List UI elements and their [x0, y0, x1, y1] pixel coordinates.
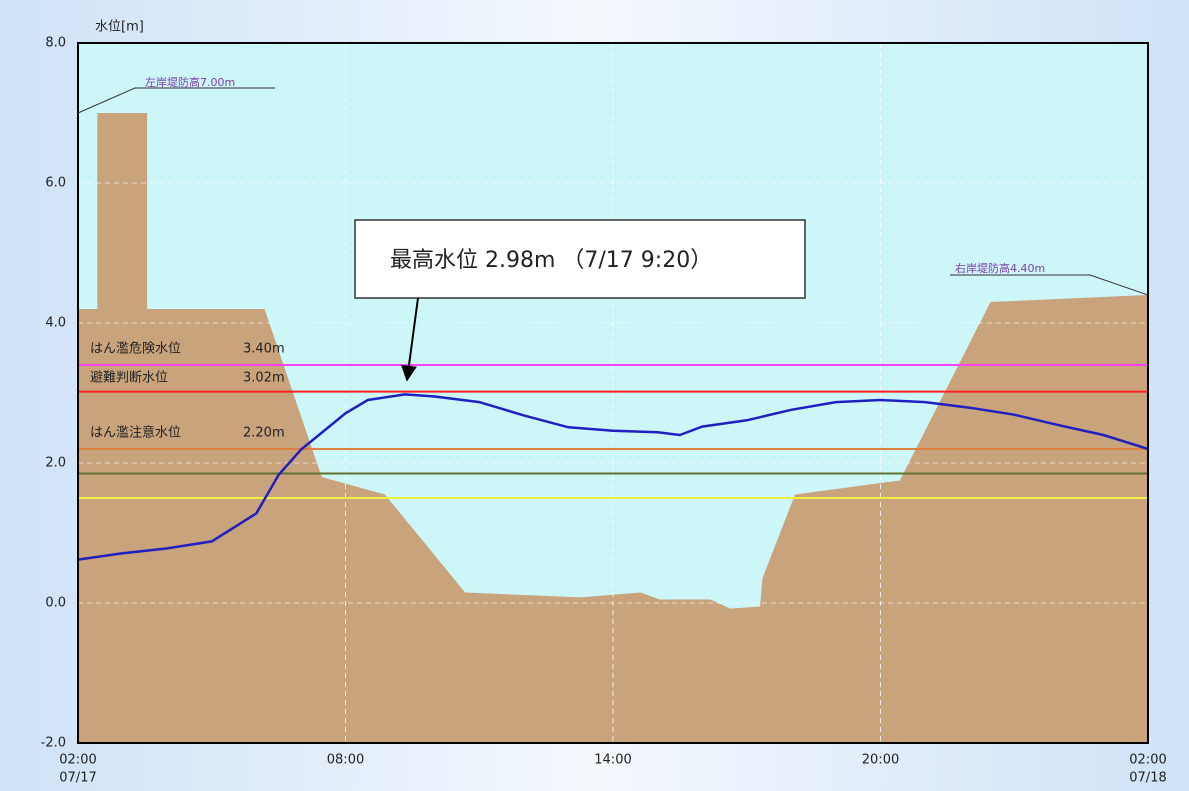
- x-tick-date: 07/18: [1129, 771, 1166, 786]
- bank-label: 左岸堤防高7.00m: [145, 75, 235, 89]
- y-tick-label: 2.0: [45, 456, 66, 471]
- bank-label: 右岸堤防高4.40m: [955, 261, 1045, 275]
- reference-value: 3.02m: [243, 371, 285, 386]
- callout-arrow: [400, 297, 419, 382]
- y-tick-label: 6.0: [45, 176, 66, 191]
- x-tick-label: 02:00: [59, 753, 96, 768]
- y-tick-label: -2.0: [41, 736, 66, 751]
- y-tick-label: 8.0: [45, 36, 66, 51]
- reference-label: はん濫注意水位: [90, 425, 181, 441]
- plot-frame: [77, 42, 1149, 744]
- y-tick-label: 0.0: [45, 596, 66, 611]
- x-tick-label: 02:00: [1129, 753, 1166, 768]
- leader-line: [77, 87, 275, 114]
- x-tick-label: 08:00: [327, 753, 364, 768]
- x-tick-date: 07/17: [59, 771, 96, 786]
- callout-text: 最高水位 2.98m （7/17 9:20）: [390, 248, 712, 273]
- reference-value: 2.20m: [243, 426, 285, 441]
- water-level-line: [77, 393, 1149, 561]
- reference-label: 避難判断水位: [90, 371, 168, 386]
- y-tick-label: 4.0: [45, 316, 66, 331]
- leader-line: [950, 274, 1149, 296]
- x-tick-label: 20:00: [862, 753, 899, 768]
- callout-box: [354, 219, 806, 299]
- reference-label: はん濫危険水位: [90, 342, 181, 357]
- reference-value: 3.40m: [243, 342, 285, 357]
- y-axis-label: 水位[m]: [95, 20, 144, 35]
- x-tick-label: 14:00: [594, 753, 631, 768]
